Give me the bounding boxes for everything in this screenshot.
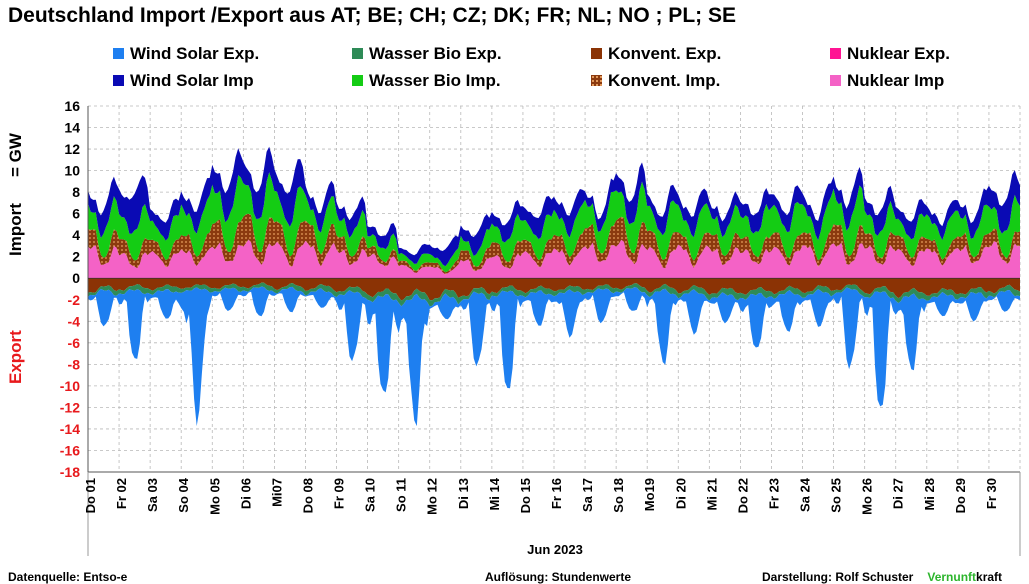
x-tick-label: Fr 30 [984,478,999,509]
x-tick-label: Do 22 [735,478,750,513]
x-tick-label: Sa 03 [145,478,160,512]
legend-label: Wind Solar Imp [130,71,254,90]
y-tick-label: 16 [64,98,80,114]
y-tick-label: 0 [72,270,80,286]
legend-swatch [830,75,841,86]
footer-brand-black: kraft [976,570,1003,584]
x-tick-label: So 04 [176,477,191,512]
y-tick-label: -14 [60,421,80,437]
footer-resolution: Auflösung: Stundenwerte [485,570,631,584]
x-axis-label: Jun 2023 [527,542,583,557]
y-tick-labels: 16 14 12 10 8 6 4 2 0 -2 -4 -6 -8 -10 -12 -14 -16 -18 [60,98,80,480]
x-tick-label: Mo 05 [207,478,222,515]
area-nuklear-imp [88,239,1020,279]
legend-item-wind-solar-imp: Wind Solar Imp [113,71,254,91]
legend-swatch [830,48,841,59]
legend-item-wind-solar-exp: Wind Solar Exp. [113,44,259,64]
x-tick-label: Sa 17 [580,478,595,512]
footer-author-text: Darstellung: Rolf Schuster [762,570,914,584]
legend-swatch [352,75,363,86]
legend-swatch [113,75,124,86]
x-tick-label: Fr 09 [332,478,347,509]
x-tick-label: So 25 [829,478,844,513]
x-tick-label: Di 20 [673,478,688,509]
area-wasser-bio-imp- [88,172,1020,273]
x-tick-label: So 18 [611,478,626,513]
x-tick-label: Mo 26 [860,478,875,515]
y-tick-label: -10 [60,378,80,394]
area-wind-solar-imp [88,146,1020,267]
area-series [88,146,1020,427]
x-tick-label: Sa 24 [798,477,813,512]
y-tick-label: 10 [64,163,80,179]
legend-label: Wasser Bio Imp. [369,71,501,90]
x-tick-label: Mi 28 [922,478,937,511]
y-tick-label: -2 [68,292,81,308]
legend-label: Nuklear Imp [847,71,945,90]
legend-swatch [591,48,602,59]
legend-label: Konvent. Exp. [608,44,722,63]
x-tick-labels: Do 01 Fr 02 Sa 03 So 04 Mo 05 Di 06 Mi07 Do 08 F… [83,477,999,515]
y-tick-label: 2 [72,249,80,265]
footer-source: Datenquelle: Entso-e [8,570,128,584]
legend-swatch [591,75,602,86]
x-tick-label: Do 15 [518,478,533,513]
y-tick-label: -8 [68,356,81,372]
y-tick-label: 8 [72,184,80,200]
y-tick-label: 6 [72,206,80,222]
area-wind-solar-exp- [88,286,1020,427]
x-tick-label: Di 06 [238,478,253,509]
legend-item-wasser-bio-exp: Wasser Bio Exp. [352,44,502,64]
area-wasser-bio-exp- [88,282,1020,307]
y-tick-label: 14 [64,120,80,136]
x-tick-label: Do 08 [300,478,315,513]
legend-item-nuklear-imp: Nuklear Imp [830,71,944,91]
x-tick-label: So 11 [394,478,409,512]
x-tick-label: Do 29 [953,478,968,513]
y-tick-label: -6 [68,335,81,351]
y-tick-label: -4 [68,313,81,329]
x-tick-label: Fr 02 [114,478,129,509]
legend-item-konvent-exp: Konvent. Exp. [591,44,721,64]
x-tick-label: Mo 12 [425,478,440,515]
x-tick-label: Mi 14 [487,477,502,510]
legend-label: Wasser Bio Exp. [369,44,502,63]
x-tick-label: Mi07 [269,478,284,507]
y-tick-label: 4 [72,227,80,243]
x-tick-label: Fr 16 [549,478,564,509]
legend-label: Wind Solar Exp. [130,44,260,63]
y-tick-label: 12 [64,141,80,157]
chart-title: Deutschland Import /Export aus AT; BE; C… [8,4,736,27]
legend-swatch [352,48,363,59]
legend-label: Nuklear Exp. [847,44,950,63]
y-tick-label: -18 [60,464,80,480]
axes [87,106,1021,556]
area-konvent-exp- [88,278,1020,301]
x-tick-label: Fr 23 [766,478,781,509]
x-tick-label: Mi 21 [704,478,719,511]
legend-swatch [113,48,124,59]
legend-item-wasser-bio-imp: Wasser Bio Imp. [352,71,501,91]
legend-item-nuklear-exp: Nuklear Exp. [830,44,950,64]
y-tick-label: -12 [60,399,80,415]
x-tick-label: Di 13 [456,478,471,509]
x-tick-label: Sa 10 [363,478,378,512]
y-tick-label: -16 [60,442,80,458]
x-tick-label: Mo19 [642,478,657,511]
x-tick-label: Do 01 [83,478,98,513]
footer-brand-green: Vernunft [927,570,977,584]
legend-label: Konvent. Imp. [608,71,721,90]
area-konvent-imp- [88,213,1020,275]
legend-item-konvent-imp: Konvent. Imp. [591,71,720,91]
x-tick-label: Di 27 [891,478,906,509]
footer-author: Darstellung: Rolf Schuster Vernunftkraft [762,570,1002,584]
